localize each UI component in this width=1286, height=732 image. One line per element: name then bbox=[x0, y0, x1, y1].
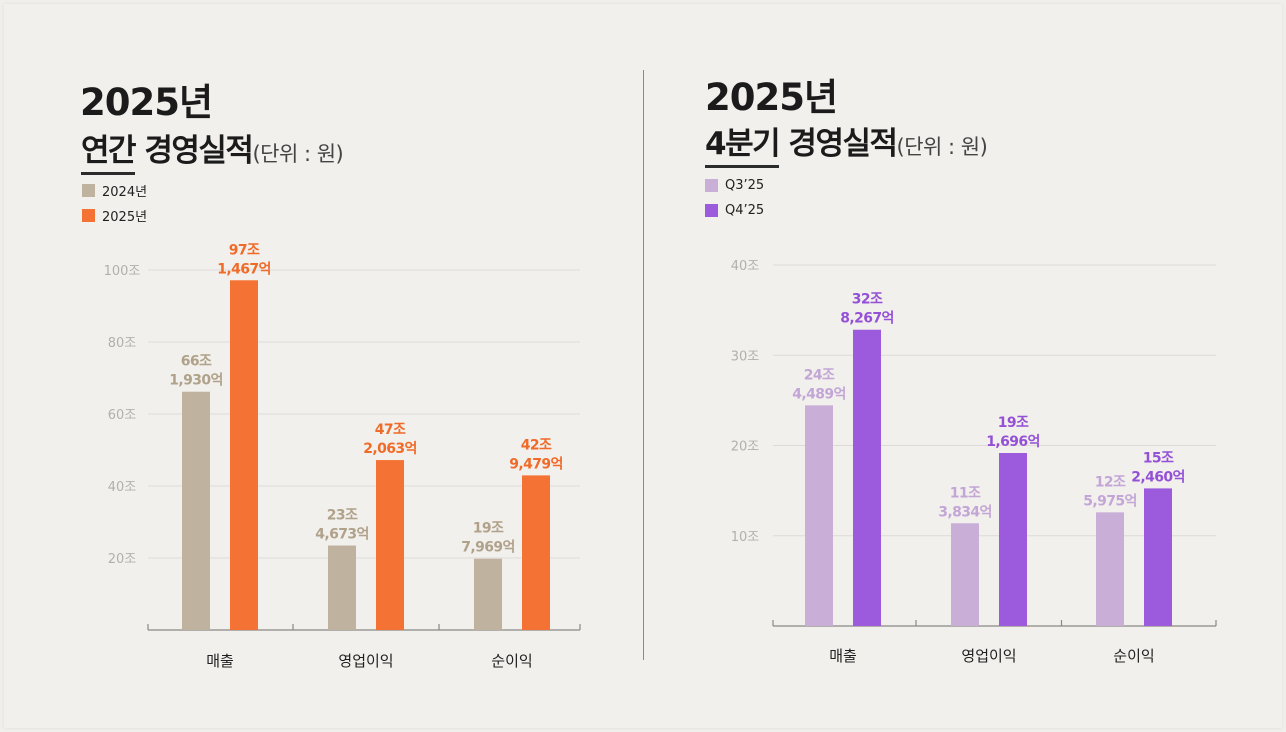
bar bbox=[805, 405, 833, 626]
data-label: 3,834억 bbox=[938, 504, 992, 520]
y-tick-label: 10조 bbox=[731, 530, 760, 545]
data-label: 1,696억 bbox=[986, 434, 1040, 450]
data-label: 12조 bbox=[1095, 474, 1126, 490]
legend-label-q3: Q3’25 bbox=[725, 178, 765, 193]
data-label: 9,479억 bbox=[509, 456, 563, 472]
data-label: 23조 bbox=[327, 508, 358, 524]
y-tick-label: 100조 bbox=[104, 264, 141, 279]
bar bbox=[230, 280, 258, 630]
category-label: 매출 bbox=[829, 647, 857, 665]
legend-label-2024: 2024년 bbox=[102, 185, 148, 200]
data-label: 42조 bbox=[521, 437, 552, 453]
y-tick-label: 60조 bbox=[108, 408, 137, 423]
data-label: 97조 bbox=[229, 242, 260, 258]
data-label: 1,930억 bbox=[169, 373, 223, 389]
bar bbox=[376, 460, 404, 630]
legend-label-2025: 2025년 bbox=[102, 210, 148, 225]
bar bbox=[474, 558, 502, 630]
category-label: 순이익 bbox=[491, 652, 532, 670]
annual-title-underlined: 연간 bbox=[81, 133, 137, 175]
legend-swatch-2024 bbox=[82, 184, 95, 197]
bar bbox=[853, 329, 881, 626]
annual-unit: (단위 : 원) bbox=[252, 142, 344, 166]
data-label: 4,489억 bbox=[792, 386, 846, 402]
data-label: 19조 bbox=[473, 521, 504, 537]
data-label: 32조 bbox=[852, 292, 883, 308]
bar bbox=[951, 523, 979, 626]
bar bbox=[182, 391, 210, 630]
data-label: 2,460억 bbox=[1131, 469, 1185, 485]
data-label: 2,063억 bbox=[363, 441, 417, 457]
panel-divider bbox=[643, 70, 644, 660]
y-tick-label: 20조 bbox=[731, 440, 760, 455]
annual-year-title: 2025년 bbox=[80, 81, 213, 124]
annual-legend: 2024년 2025년 bbox=[82, 178, 147, 228]
annual-title-rest: 경영실적 bbox=[144, 133, 254, 169]
data-label: 11조 bbox=[950, 485, 981, 501]
category-label: 순이익 bbox=[1113, 647, 1154, 665]
legend-item-q4: Q4’25 bbox=[705, 198, 764, 223]
legend-swatch-q3 bbox=[705, 179, 718, 192]
category-label: 영업이익 bbox=[338, 652, 393, 670]
legend-swatch-q4 bbox=[705, 204, 718, 217]
legend-item-q3: Q3’25 bbox=[705, 173, 764, 198]
data-label: 47조 bbox=[375, 422, 406, 438]
data-label: 19조 bbox=[998, 415, 1029, 431]
data-label: 7,969억 bbox=[461, 540, 515, 556]
data-label: 8,267억 bbox=[840, 311, 894, 327]
quarterly-results-panel: 2025년 4분기 경영실적(단위 : 원) Q3’25 Q4’25 10조 20… bbox=[643, 0, 1283, 732]
legend-label-q4: Q4’25 bbox=[725, 203, 765, 218]
y-tick-label: 20조 bbox=[108, 552, 137, 567]
annual-results-panel: 2025년 연간 경영실적(단위 : 원) 2024년 2025년 20조 40조… bbox=[0, 0, 640, 732]
data-label: 66조 bbox=[181, 354, 212, 370]
legend-item-2024: 2024년 bbox=[82, 178, 147, 203]
bar bbox=[522, 475, 550, 630]
bar bbox=[1144, 488, 1172, 626]
category-label: 매출 bbox=[206, 652, 234, 670]
quarterly-unit: (단위 : 원) bbox=[896, 135, 988, 159]
y-tick-label: 40조 bbox=[108, 480, 137, 495]
quarterly-title: 4분기 경영실적(단위 : 원) bbox=[705, 118, 988, 168]
quarterly-year-title: 2025년 bbox=[705, 76, 838, 119]
y-tick-label: 40조 bbox=[731, 259, 760, 274]
quarterly-title-rest: 경영실적 bbox=[788, 126, 898, 162]
bar bbox=[999, 452, 1027, 626]
quarterly-legend: Q3’25 Q4’25 bbox=[705, 173, 764, 223]
y-tick-label: 30조 bbox=[731, 349, 760, 364]
legend-item-2025: 2025년 bbox=[82, 203, 147, 228]
data-label: 4,673억 bbox=[315, 527, 369, 543]
data-label: 24조 bbox=[804, 367, 835, 383]
bar bbox=[328, 545, 356, 630]
data-label: 1,467억 bbox=[217, 261, 271, 277]
y-tick-label: 80조 bbox=[108, 336, 137, 351]
data-label: 15조 bbox=[1143, 450, 1174, 466]
quarterly-title-underlined: 4분기 bbox=[705, 126, 781, 168]
legend-swatch-2025 bbox=[82, 209, 95, 222]
annual-title: 연간 경영실적(단위 : 원) bbox=[81, 125, 344, 175]
data-label: 5,975억 bbox=[1083, 493, 1137, 509]
bar bbox=[1096, 512, 1124, 626]
category-label: 영업이익 bbox=[961, 647, 1016, 665]
